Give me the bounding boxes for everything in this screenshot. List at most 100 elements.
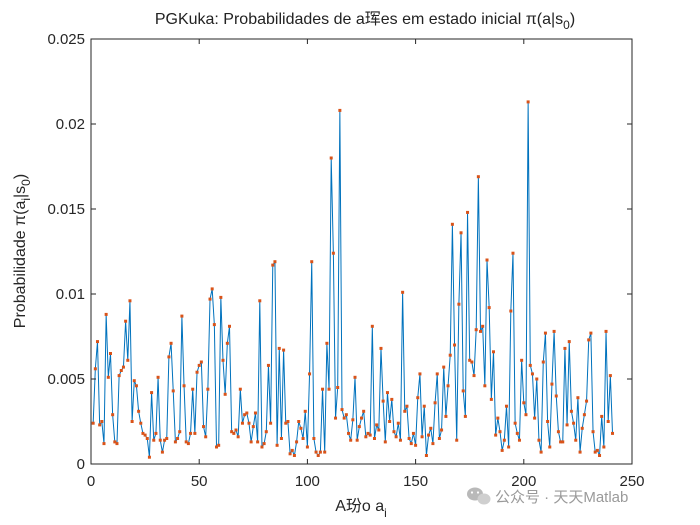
data-point: [502, 438, 506, 442]
data-point: [500, 448, 504, 452]
data-point: [409, 442, 413, 446]
data-point: [197, 363, 201, 367]
data-point: [496, 416, 500, 420]
data-point: [290, 448, 294, 452]
data-point: [156, 375, 160, 379]
data-point: [504, 404, 508, 408]
y-axis-label: Probabilidade π(ai|s0): [12, 174, 33, 328]
data-point: [509, 309, 513, 313]
data-point: [331, 251, 335, 255]
data-point: [385, 391, 389, 395]
data-point: [275, 443, 279, 447]
data-point: [253, 411, 257, 415]
x-tick-label: 0: [87, 473, 95, 490]
data-point: [582, 413, 586, 417]
data-point: [578, 450, 582, 454]
data-point: [554, 394, 558, 398]
data-point: [401, 290, 405, 294]
data-point: [147, 455, 151, 459]
data-point: [137, 409, 141, 413]
data-point: [450, 222, 454, 226]
data-point: [340, 408, 344, 412]
data-point: [158, 438, 162, 442]
data-point: [574, 438, 578, 442]
data-point: [429, 426, 433, 430]
data-point: [256, 440, 260, 444]
data-point: [189, 431, 193, 435]
y-axis: 0 0.005 0.01 0.015 0.02 0.025: [47, 31, 632, 473]
data-point: [277, 346, 281, 350]
data-point: [286, 420, 290, 423]
data-point: [173, 440, 177, 444]
data-point: [453, 343, 457, 347]
data-point: [165, 437, 169, 440]
x-axis: 0 50 100 150 200 250: [87, 39, 645, 490]
data-point: [245, 411, 249, 415]
data-point: [297, 420, 301, 423]
data-point: [117, 374, 121, 378]
data-point: [312, 437, 316, 440]
data-point: [572, 421, 576, 425]
data-point: [102, 442, 106, 446]
data-point: [513, 421, 517, 425]
data-point: [437, 437, 441, 440]
data-point: [546, 420, 550, 423]
data-point: [338, 108, 342, 112]
data-point: [543, 331, 547, 335]
data-point: [258, 299, 262, 303]
data-point: [485, 258, 489, 262]
data-point: [150, 391, 154, 395]
data-point: [379, 346, 383, 350]
data-point: [507, 445, 511, 449]
data-point: [559, 440, 563, 444]
data-point: [537, 438, 541, 442]
data-point: [416, 396, 420, 400]
data-point: [524, 413, 528, 417]
data-point: [472, 374, 476, 378]
data-point: [169, 341, 173, 345]
data-point: [119, 369, 123, 372]
data-point: [124, 319, 128, 323]
data-point: [398, 438, 402, 442]
data-point: [598, 454, 602, 457]
data-point: [321, 387, 325, 391]
data-point: [132, 379, 136, 383]
data-point: [204, 435, 208, 439]
data-point: [463, 414, 467, 418]
data-point: [215, 445, 219, 449]
data-point: [139, 421, 143, 425]
data-point: [556, 430, 560, 434]
data-point: [115, 442, 119, 446]
data-point: [98, 423, 102, 427]
data-point: [134, 384, 138, 388]
y-tick-label: 0.005: [47, 371, 85, 388]
data-point: [550, 382, 554, 386]
data-point: [517, 438, 521, 442]
data-point: [366, 431, 370, 435]
data-point: [585, 399, 589, 403]
data-point: [262, 442, 266, 446]
data-point: [329, 156, 333, 160]
data-point: [327, 387, 331, 391]
data-point: [95, 340, 99, 344]
data-point: [234, 428, 238, 432]
y-tick-label: 0.02: [56, 116, 85, 133]
plot-area: [90, 38, 633, 465]
data-point: [377, 428, 381, 432]
data-point: [152, 438, 156, 442]
data-point: [128, 299, 132, 303]
data-point: [442, 365, 446, 369]
data-point: [589, 331, 593, 335]
data-point: [372, 437, 376, 440]
data-point: [230, 430, 234, 434]
data-point: [470, 360, 474, 364]
data-point: [606, 420, 610, 423]
data-point: [533, 416, 537, 420]
data-point: [526, 100, 530, 104]
y-tick-label: 0.025: [47, 31, 85, 48]
data-point: [273, 260, 277, 264]
data-point: [202, 425, 206, 429]
data-point: [487, 306, 491, 310]
data-point: [552, 329, 556, 333]
